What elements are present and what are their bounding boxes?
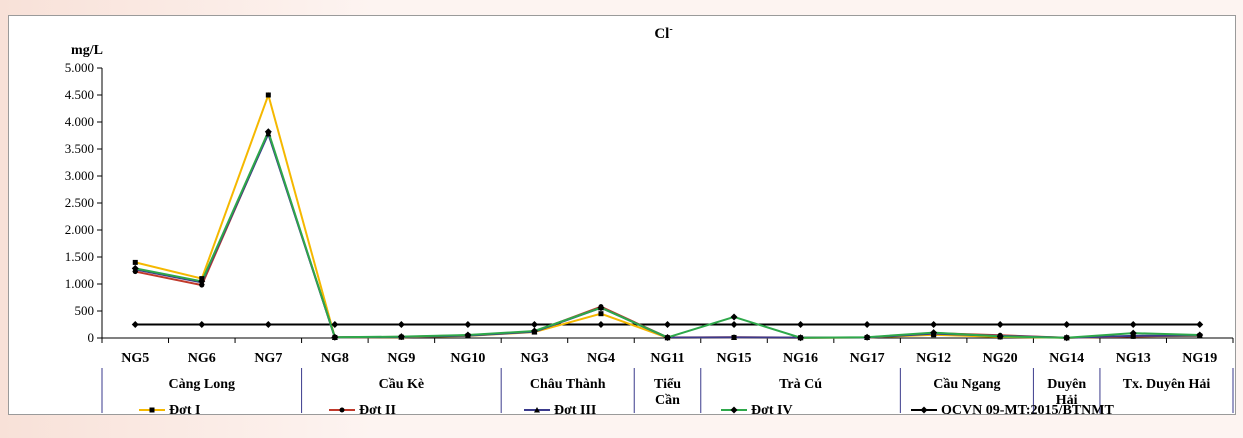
x-group-label: Cần <box>655 393 680 408</box>
x-category-label: NG15 <box>717 351 752 366</box>
y-tick-label: 3.000 <box>65 168 94 183</box>
chart-container: Cl-mg/L 0 500 1.000 1.500 2.000 2.500 3.000 3.50… <box>8 15 1236 418</box>
x-category-label: NG8 <box>321 351 349 366</box>
x-group-label: Càng Long <box>169 377 236 392</box>
legend-label: Đợt IV <box>751 403 793 414</box>
y-axis-label: mg/L <box>71 43 103 58</box>
series-4-point <box>996 332 1004 340</box>
series-line-4 <box>135 128 1200 339</box>
series-5-point <box>730 321 738 328</box>
x-category-label: NG17 <box>850 351 885 366</box>
legend-swatch-marker <box>534 407 540 413</box>
series-5-point <box>464 321 472 328</box>
x-group-label: Trà Cú <box>779 377 822 392</box>
series-4-point <box>863 333 871 341</box>
series-5-point <box>597 321 605 328</box>
series-1-point <box>598 311 604 317</box>
x-category-label: NG16 <box>783 351 818 366</box>
x-category-label: NG19 <box>1182 351 1217 366</box>
legend-label: Đợt I <box>169 403 200 414</box>
series-4-point <box>664 333 671 341</box>
series-4-point <box>397 333 405 341</box>
y-tick-label: 4.500 <box>65 87 94 102</box>
chart-title-superscript: - <box>669 24 672 35</box>
series-4-point <box>730 313 738 321</box>
x-group-label: Tx. Duyên Hải <box>1123 377 1211 392</box>
series-4-point <box>930 329 938 337</box>
x-category-label: NG13 <box>1116 351 1151 366</box>
series-5-point <box>664 321 671 328</box>
x-category-label: NG12 <box>916 351 951 366</box>
x-category-label: NG4 <box>587 351 615 366</box>
series-4-point <box>1129 329 1137 337</box>
legend-swatch-marker <box>339 407 345 413</box>
series-line-2 <box>135 129 1200 339</box>
x-group-label: Châu Thành <box>530 377 606 392</box>
series-3-point <box>731 334 738 340</box>
y-tick-label: 2.000 <box>65 222 94 237</box>
series-line-3 <box>135 131 1200 339</box>
series-4-point <box>1063 334 1071 342</box>
series-4-point <box>264 128 272 136</box>
legend-label: QCVN 09-MT:2015/BTNMT <box>941 403 1114 414</box>
series-5-point <box>797 321 805 328</box>
series-4-point <box>331 333 339 341</box>
series-5-point <box>1129 321 1137 328</box>
legend-swatch-marker <box>920 406 928 414</box>
legend-label: Đợt III <box>554 403 596 414</box>
legend-swatch-marker <box>730 406 738 414</box>
x-category-label: NG10 <box>450 351 485 366</box>
series-5-point <box>530 321 538 328</box>
series-4-point <box>198 277 206 285</box>
x-category-label: NG9 <box>387 351 415 366</box>
series-5-point <box>264 321 272 328</box>
series-4-point <box>530 327 538 335</box>
y-tick-label: 500 <box>75 303 95 318</box>
y-tick-label: 2.500 <box>65 195 94 210</box>
series-4-point <box>1196 331 1204 339</box>
x-group-label: Hải <box>1056 393 1078 408</box>
series-5-point <box>863 321 871 328</box>
chart-title: Cl- <box>654 24 672 42</box>
series-4-point <box>597 304 605 312</box>
series-4-point <box>464 331 472 339</box>
series-5-point <box>331 321 339 328</box>
x-category-label: NG7 <box>254 351 282 366</box>
series-5-point <box>1196 321 1204 328</box>
x-category-label: NG6 <box>188 351 216 366</box>
line-chart: Cl-mg/L 0 500 1.000 1.500 2.000 2.500 3.000 3.50… <box>65 24 1234 418</box>
series-4-point <box>131 264 139 272</box>
series-1-point <box>132 259 138 265</box>
x-category-label: NG20 <box>983 351 1018 366</box>
y-tick-label: 5.000 <box>65 60 94 75</box>
y-tick-label: 1.500 <box>65 249 94 264</box>
x-category-label: NG14 <box>1049 351 1084 366</box>
x-group-label: Tiểu <box>654 377 681 392</box>
x-group-label: Cầu Kè <box>379 377 425 392</box>
y-tick-label: 1.000 <box>65 276 94 291</box>
y-tick-label: 0 <box>88 330 95 345</box>
series-1-point <box>265 92 271 98</box>
series-5-point <box>198 321 206 328</box>
x-group-label: Cầu Ngang <box>933 377 1000 392</box>
legend-label: Đợt II <box>359 403 396 414</box>
x-category-label: NG11 <box>650 351 684 366</box>
x-category-label: NG3 <box>520 351 548 366</box>
series-5-point <box>397 321 405 328</box>
y-tick-label: 3.500 <box>65 141 94 156</box>
legend-swatch-marker <box>149 407 155 413</box>
series-4-point <box>797 334 805 342</box>
series-5-point <box>131 321 139 328</box>
x-group-label: Duyên <box>1047 377 1086 392</box>
x-category-label: NG5 <box>121 351 149 366</box>
series-5-point <box>930 321 938 328</box>
series-5-point <box>1063 321 1071 328</box>
series-5-point <box>996 321 1004 328</box>
y-tick-label: 4.000 <box>65 114 94 129</box>
